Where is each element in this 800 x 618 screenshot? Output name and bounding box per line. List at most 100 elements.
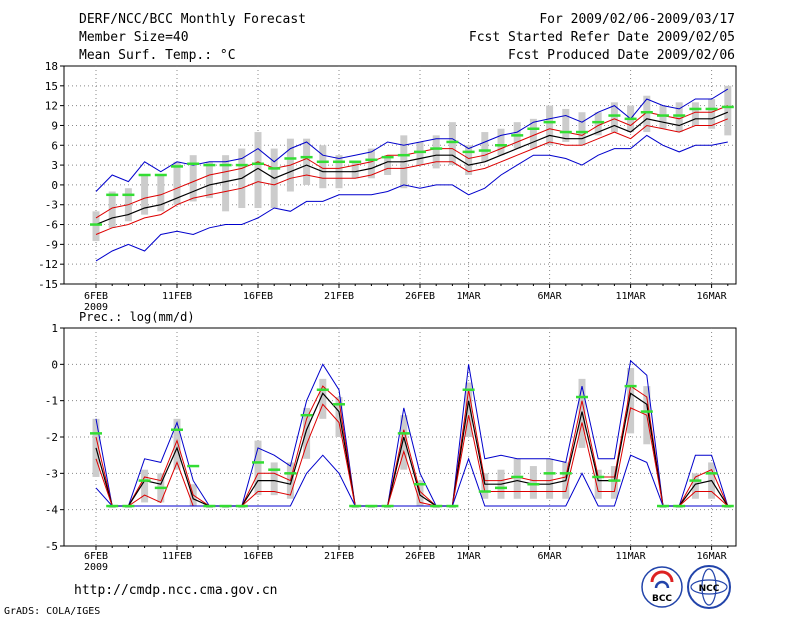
- ncc-logo: NCC: [687, 565, 731, 609]
- temp-spread-box: [546, 105, 554, 146]
- temp-y-tick-label: 6: [51, 139, 58, 152]
- temp-spread-box: [578, 112, 586, 146]
- prec-spread-box: [400, 415, 408, 470]
- prec-x-tick-label: 1MAR: [457, 551, 482, 562]
- temp-spread-box: [708, 99, 716, 129]
- temp-y-tick-label: -12: [38, 258, 58, 271]
- prec-spread-box: [335, 397, 343, 437]
- temp-spread-box: [189, 155, 197, 202]
- prec-spread-box: [627, 367, 635, 434]
- temp-x-tick-label: 16MAR: [697, 291, 728, 302]
- prec-spread-box: [173, 418, 181, 470]
- temp-x-tick-label: 26FEB: [405, 291, 435, 302]
- bcc-logo-text: BCC: [652, 594, 672, 604]
- temp-spread-box: [610, 102, 618, 133]
- prec-x-tick-label: 6FEB: [84, 551, 108, 562]
- forecast-produced-date: Fcst Produced Date 2009/02/06: [508, 48, 735, 63]
- forecast-period: For 2009/02/06-2009/03/17: [539, 12, 735, 27]
- temp-series-q25: [95, 118, 728, 235]
- prec-x-year-label: 2009: [84, 562, 108, 573]
- temp-x-tick-label: 6MAR: [538, 291, 563, 302]
- temp-series-median: [95, 111, 729, 226]
- prec-x-tick-label: 21FEB: [324, 551, 354, 562]
- temp-plot-frame: [63, 65, 737, 285]
- prec-spread-box: [691, 473, 699, 499]
- temp-x-tick-label: 1MAR: [457, 291, 482, 302]
- temp-spread-box: [319, 145, 327, 189]
- temp-spread-box: [529, 118, 537, 149]
- temp-spread-box: [562, 108, 570, 142]
- prec-spread-box: [465, 382, 473, 437]
- prec-y-tick-label: 0: [51, 358, 58, 371]
- prec-y-tick-label: -5: [45, 540, 58, 553]
- temp-spread-box: [367, 148, 375, 179]
- temp-spread-box: [432, 135, 440, 169]
- temp-spread-box: [157, 175, 165, 212]
- temp-spread-box: [724, 85, 732, 136]
- temp-y-tick-label: 15: [45, 80, 58, 93]
- temp-y-tick-label: -6: [45, 219, 58, 232]
- temp-series-q75: [95, 105, 728, 219]
- prec-series-max: [95, 359, 729, 507]
- prec-x-tick-label: 16MAR: [697, 551, 728, 562]
- temp-y-tick-label: 0: [51, 179, 58, 192]
- ncc-logo-text: NCC: [699, 584, 720, 594]
- temp-y-tick-label: -3: [45, 199, 58, 212]
- prec-spread-box: [303, 407, 311, 459]
- prec-series-median: [95, 392, 729, 507]
- temp-spread-box: [465, 145, 473, 175]
- prec-spread-box: [594, 469, 602, 499]
- temp-x-tick-label: 6FEB: [84, 291, 108, 302]
- temp-spread-box: [173, 161, 181, 205]
- temp-spread-box: [675, 102, 683, 133]
- temp-spread-box: [254, 132, 262, 209]
- temp-x-year-label: 2009: [84, 302, 108, 313]
- temp-x-tick-label: 11FEB: [162, 291, 192, 302]
- variable-label: Mean Surf. Temp.: °C: [79, 48, 236, 63]
- prec-spread-box: [319, 378, 327, 419]
- temp-y-tick-label: 9: [51, 119, 58, 132]
- temp-spread-box: [222, 155, 230, 212]
- prec-x-tick-label: 26FEB: [405, 551, 435, 562]
- temp-spread-box: [481, 132, 489, 162]
- temp-spread-box: [416, 141, 424, 166]
- temp-spread-box: [205, 161, 213, 199]
- temp-y-tick-label: 18: [45, 60, 58, 73]
- temp-spread-box: [384, 155, 392, 175]
- prec-spread-box: [270, 462, 278, 496]
- temp-spread-box: [643, 95, 651, 133]
- chart-title: DERF/NCC/BCC Monthly Forecast: [79, 12, 306, 27]
- temp-y-tick-label: 12: [45, 100, 58, 113]
- prec-spread-box: [254, 440, 262, 496]
- temp-spread-box: [351, 161, 359, 179]
- prec-spread-box: [141, 469, 149, 503]
- temp-y-tick-label: 3: [51, 159, 58, 172]
- temp-spread-box: [691, 102, 699, 126]
- source-url[interactable]: http://cmdp.ncc.cma.gov.cn: [74, 583, 278, 598]
- temp-spread-box: [303, 138, 311, 185]
- prec-spread-box: [529, 466, 537, 499]
- prec-y-tick-label: -2: [45, 431, 58, 444]
- prec-series-min: [95, 454, 728, 507]
- bcc-logo: BCC: [641, 566, 683, 608]
- prec-x-tick-label: 11FEB: [162, 551, 192, 562]
- temp-y-tick-label: -15: [38, 278, 58, 291]
- prec-x-tick-label: 6MAR: [538, 551, 563, 562]
- prec-y-tick-label: -3: [45, 467, 58, 480]
- prec-y-tick-label: -4: [45, 504, 59, 517]
- prec-spread-box: [610, 466, 618, 499]
- member-size: Member Size=40: [79, 30, 189, 45]
- temp-y-tick-label: -9: [45, 238, 58, 251]
- temp-x-tick-label: 16FEB: [243, 291, 273, 302]
- grads-credit: GrADS: COLA/IGES: [4, 606, 100, 617]
- temp-series-min: [95, 134, 728, 262]
- temp-spread-box: [92, 211, 100, 242]
- temp-spread-box: [659, 105, 667, 129]
- prec-series-q75: [95, 385, 729, 507]
- prec-spread-box: [513, 458, 521, 499]
- prec-spread-box: [481, 473, 489, 499]
- precip-label: Prec.: log(mm/d): [79, 310, 195, 324]
